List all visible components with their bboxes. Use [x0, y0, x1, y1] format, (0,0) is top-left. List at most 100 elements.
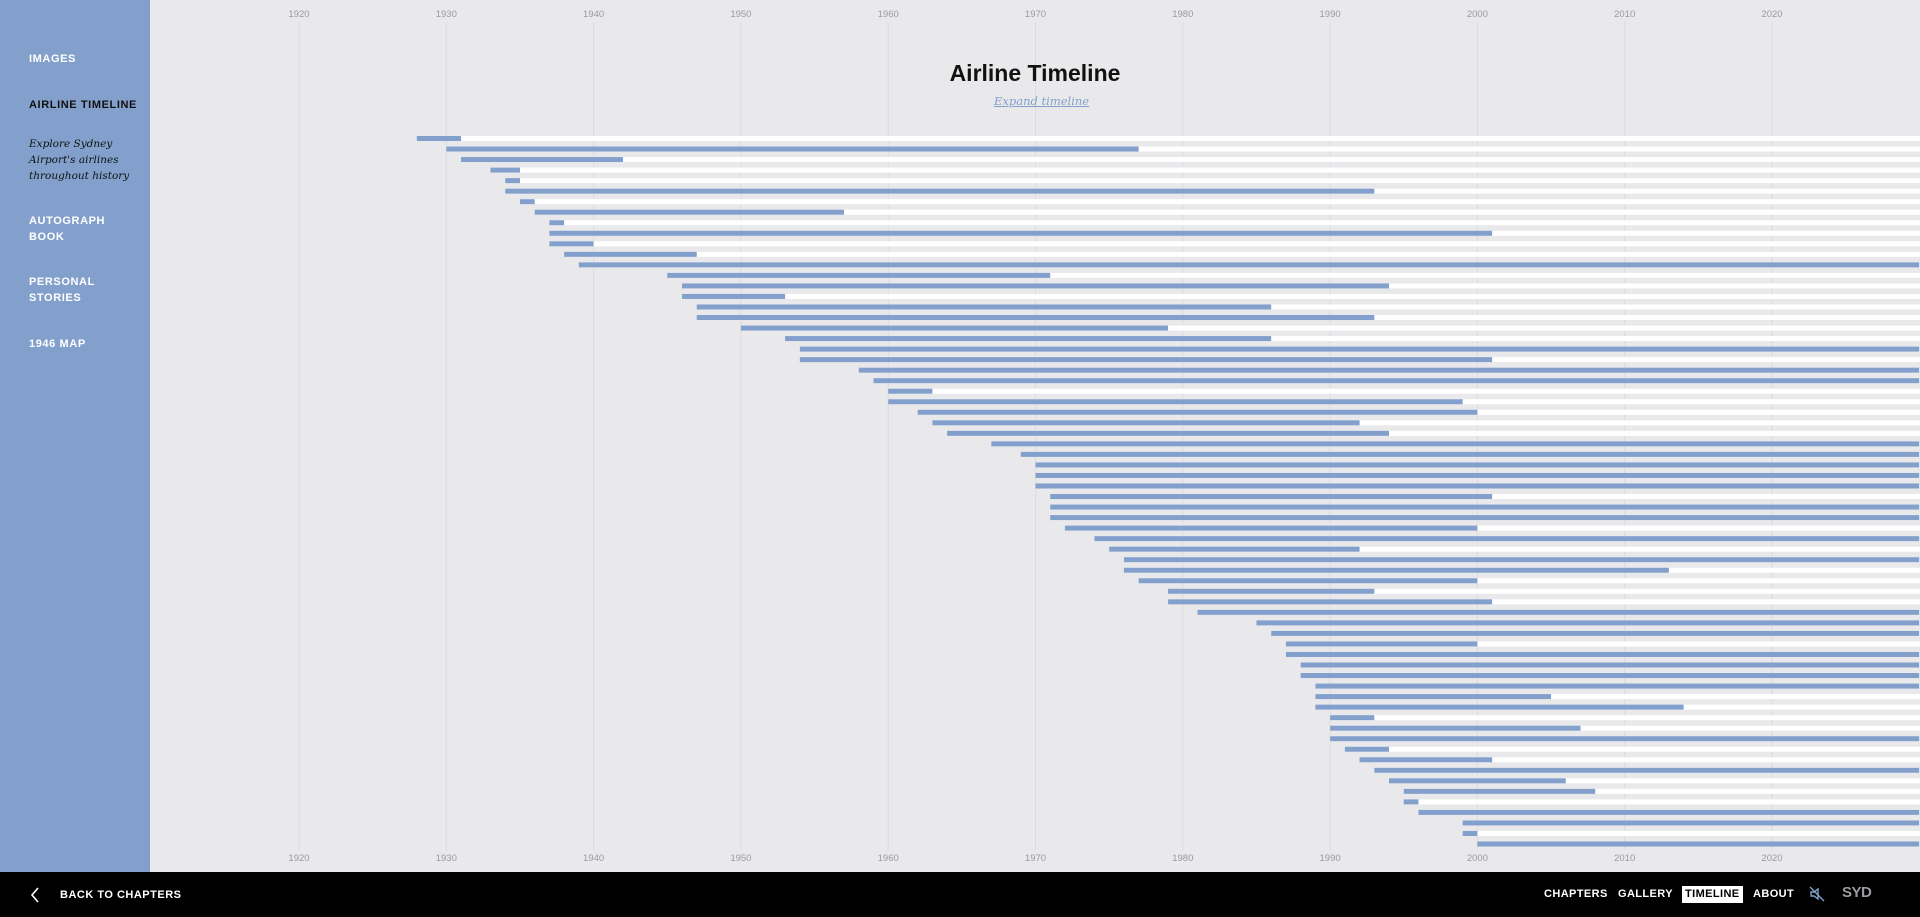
airline-bar[interactable]	[947, 430, 1390, 436]
airline-bar[interactable]	[1285, 651, 1920, 657]
airline-bar[interactable]	[1168, 588, 1375, 594]
x-tick-label-bottom: 1990	[1320, 853, 1341, 864]
airline-bar[interactable]	[461, 157, 624, 163]
airline-bar[interactable]	[1344, 746, 1390, 752]
nav-gallery[interactable]: GALLERY	[1618, 888, 1673, 900]
airline-bar[interactable]	[1389, 778, 1566, 784]
airline-bar[interactable]	[1330, 725, 1581, 731]
airline-bar[interactable]	[1374, 767, 1920, 773]
airline-bar[interactable]	[1462, 820, 1920, 826]
airline-bar[interactable]	[681, 293, 786, 299]
timeline-track	[1285, 641, 1920, 647]
airline-bar[interactable]	[740, 325, 1169, 331]
airline-bar[interactable]	[1403, 799, 1419, 805]
airline-bar[interactable]	[505, 178, 520, 184]
airline-bar[interactable]	[1418, 809, 1920, 815]
airline-bar[interactable]	[888, 399, 1463, 405]
airline-bar[interactable]	[549, 230, 1493, 236]
airline-bar[interactable]	[1300, 673, 1920, 679]
x-tick-label-bottom: 2000	[1467, 853, 1488, 864]
timeline-track	[1389, 778, 1920, 784]
airline-bar[interactable]	[1330, 715, 1375, 721]
x-tick-label-bottom: 2020	[1761, 853, 1782, 864]
x-tick-label-top: 2000	[1467, 9, 1488, 20]
x-tick-label-top: 1970	[1025, 9, 1046, 20]
nav-chapters[interactable]: CHAPTERS	[1544, 888, 1608, 900]
airline-bar[interactable]	[1256, 620, 1920, 626]
timeline-track	[785, 336, 1920, 342]
sidebar-item-images[interactable]: IMAGES	[29, 53, 76, 65]
airline-bar[interactable]	[799, 357, 1493, 363]
airline-bar[interactable]	[667, 272, 1051, 278]
airline-bar[interactable]	[446, 146, 1139, 152]
timeline-track	[416, 136, 1920, 141]
sidebar-item-airline-timeline[interactable]: AIRLINE TIMELINE	[29, 99, 137, 111]
airline-bar[interactable]	[1064, 525, 1478, 531]
airline-bar[interactable]	[1050, 494, 1493, 500]
airline-bar[interactable]	[534, 209, 845, 215]
airline-bar[interactable]	[681, 283, 1390, 289]
timeline-track	[1344, 746, 1920, 752]
timeline-title: Airline Timeline	[949, 60, 1121, 86]
sidebar-item-autograph-book[interactable]: AUTOGRAPH BOOK	[29, 215, 106, 243]
airline-bar[interactable]	[416, 136, 462, 141]
airline-bar[interactable]	[799, 346, 1920, 352]
timeline-track	[1138, 578, 1920, 584]
airline-bar[interactable]	[1138, 578, 1478, 584]
timeline-track	[1462, 830, 1920, 836]
airline-bar[interactable]	[858, 367, 1920, 373]
timeline-track	[1403, 788, 1920, 794]
airline-bar[interactable]	[1300, 662, 1920, 668]
airline-bar[interactable]	[1050, 504, 1920, 510]
airline-bar[interactable]	[1462, 830, 1478, 836]
chevron-left-icon	[30, 886, 39, 903]
airline-bar[interactable]	[549, 220, 565, 226]
x-tick-label-bottom: 1940	[583, 853, 604, 864]
airline-bar[interactable]	[696, 304, 1272, 310]
airline-bar[interactable]	[1094, 536, 1920, 542]
airline-bar[interactable]	[1315, 704, 1684, 710]
airline-bar[interactable]	[1050, 515, 1920, 521]
airline-bar[interactable]	[873, 378, 1920, 384]
airline-bar[interactable]	[505, 188, 1375, 194]
expand-timeline-link[interactable]: Expand timeline	[994, 94, 1090, 108]
airline-bar[interactable]	[888, 388, 933, 394]
airline-bar[interactable]	[1403, 788, 1596, 794]
airline-bar[interactable]	[1330, 736, 1920, 742]
airline-bar[interactable]	[1035, 462, 1920, 468]
airline-bar[interactable]	[917, 409, 1478, 415]
sidebar-item-1946-map[interactable]: 1946 MAP	[29, 338, 86, 350]
airline-bar[interactable]	[1109, 546, 1360, 552]
airline-bar[interactable]	[1271, 630, 1920, 636]
timeline-track	[1315, 694, 1920, 700]
airline-bar[interactable]	[1359, 757, 1493, 763]
airline-bar[interactable]	[1123, 567, 1669, 573]
nav-timeline[interactable]: TIMELINE	[1682, 886, 1743, 903]
airline-bar[interactable]	[578, 262, 1920, 268]
airline-bar[interactable]	[1020, 451, 1920, 457]
airline-bar[interactable]	[1035, 472, 1920, 478]
airline-bar[interactable]	[490, 167, 520, 173]
airline-bar[interactable]	[1197, 609, 1920, 615]
airline-bar[interactable]	[519, 199, 535, 205]
airline-bar[interactable]	[932, 420, 1360, 426]
airline-bar[interactable]	[1477, 841, 1920, 847]
airline-bar[interactable]	[1035, 483, 1920, 489]
airline-bar[interactable]	[564, 251, 697, 257]
airline-bar[interactable]	[1123, 557, 1920, 563]
sound-muted-icon[interactable]	[1809, 886, 1825, 902]
airline-bar[interactable]	[785, 336, 1272, 342]
airline-bar[interactable]	[991, 441, 1920, 447]
airline-bar[interactable]	[1315, 694, 1552, 700]
airline-bar[interactable]	[696, 315, 1375, 321]
airline-bar[interactable]	[1285, 641, 1478, 647]
nav-about[interactable]: ABOUT	[1753, 888, 1795, 900]
x-tick-label-top: 1950	[730, 9, 751, 20]
airline-bar[interactable]	[1168, 599, 1493, 605]
airline-bar[interactable]	[1315, 683, 1920, 689]
sidebar-item-personal-stories[interactable]: PERSONAL STORIES	[29, 276, 95, 304]
timeline-track	[549, 220, 1920, 226]
airline-bar[interactable]	[549, 241, 594, 247]
back-to-chapters-button[interactable]: BACK TO CHAPTERS	[30, 872, 181, 917]
sidebar: IMAGES AIRLINE TIMELINE Explore Sydney A…	[0, 0, 150, 872]
